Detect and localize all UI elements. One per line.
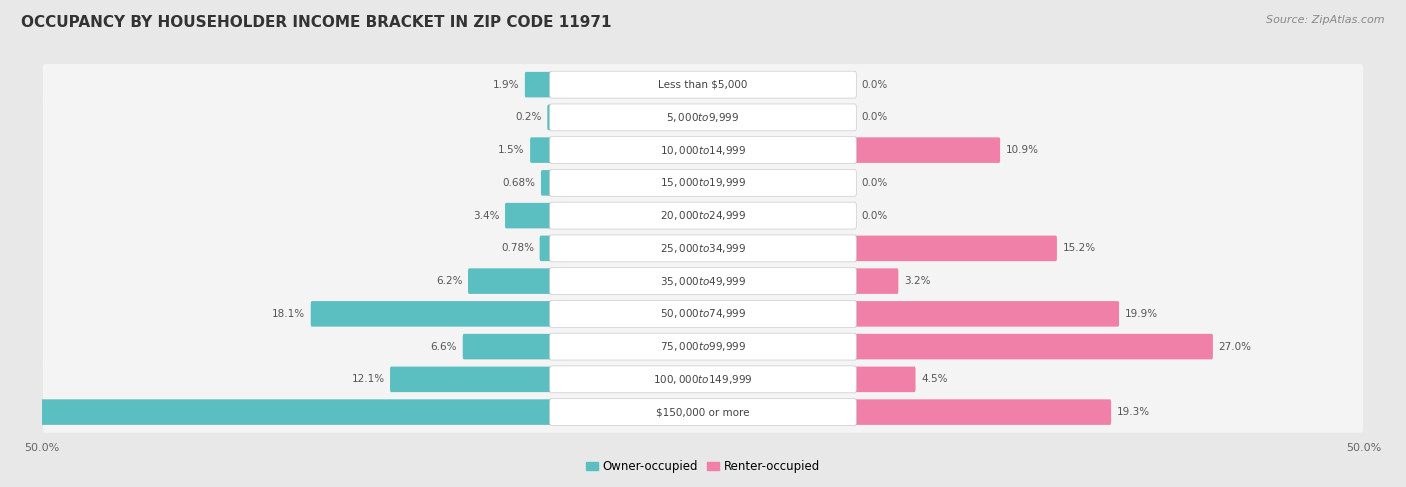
FancyBboxPatch shape [550, 169, 856, 196]
Legend: Owner-occupied, Renter-occupied: Owner-occupied, Renter-occupied [581, 455, 825, 478]
Text: $35,000 to $49,999: $35,000 to $49,999 [659, 275, 747, 288]
FancyBboxPatch shape [853, 399, 1111, 425]
Text: 0.78%: 0.78% [501, 244, 534, 253]
FancyBboxPatch shape [42, 64, 1364, 105]
Text: $50,000 to $74,999: $50,000 to $74,999 [659, 307, 747, 320]
Text: $150,000 or more: $150,000 or more [657, 407, 749, 417]
FancyBboxPatch shape [550, 268, 856, 295]
FancyBboxPatch shape [42, 162, 1364, 204]
FancyBboxPatch shape [524, 72, 553, 97]
FancyBboxPatch shape [550, 71, 856, 98]
FancyBboxPatch shape [550, 104, 856, 131]
Text: 12.1%: 12.1% [352, 375, 384, 384]
FancyBboxPatch shape [42, 392, 1364, 433]
FancyBboxPatch shape [853, 236, 1057, 261]
FancyBboxPatch shape [42, 97, 1364, 138]
Text: 10.9%: 10.9% [1005, 145, 1039, 155]
Text: 0.2%: 0.2% [516, 112, 541, 122]
FancyBboxPatch shape [853, 268, 898, 294]
FancyBboxPatch shape [0, 399, 553, 425]
Text: Less than $5,000: Less than $5,000 [658, 80, 748, 90]
FancyBboxPatch shape [42, 228, 1364, 269]
FancyBboxPatch shape [42, 130, 1364, 171]
Text: $25,000 to $34,999: $25,000 to $34,999 [659, 242, 747, 255]
FancyBboxPatch shape [853, 137, 1000, 163]
FancyBboxPatch shape [547, 105, 553, 130]
Text: 1.9%: 1.9% [492, 80, 519, 90]
Text: OCCUPANCY BY HOUSEHOLDER INCOME BRACKET IN ZIP CODE 11971: OCCUPANCY BY HOUSEHOLDER INCOME BRACKET … [21, 15, 612, 30]
FancyBboxPatch shape [853, 334, 1213, 359]
FancyBboxPatch shape [550, 366, 856, 393]
FancyBboxPatch shape [468, 268, 553, 294]
Text: 19.3%: 19.3% [1116, 407, 1150, 417]
FancyBboxPatch shape [42, 293, 1364, 335]
Text: 4.5%: 4.5% [921, 375, 948, 384]
FancyBboxPatch shape [550, 399, 856, 426]
FancyBboxPatch shape [541, 170, 553, 196]
FancyBboxPatch shape [550, 333, 856, 360]
Text: $10,000 to $14,999: $10,000 to $14,999 [659, 144, 747, 157]
Text: $75,000 to $99,999: $75,000 to $99,999 [659, 340, 747, 353]
Text: 0.68%: 0.68% [502, 178, 536, 188]
Text: 0.0%: 0.0% [862, 80, 887, 90]
FancyBboxPatch shape [389, 367, 553, 392]
FancyBboxPatch shape [42, 261, 1364, 302]
FancyBboxPatch shape [550, 235, 856, 262]
Text: 27.0%: 27.0% [1219, 341, 1251, 352]
FancyBboxPatch shape [42, 359, 1364, 400]
Text: 6.6%: 6.6% [430, 341, 457, 352]
FancyBboxPatch shape [853, 301, 1119, 327]
Text: $15,000 to $19,999: $15,000 to $19,999 [659, 176, 747, 189]
FancyBboxPatch shape [550, 300, 856, 327]
FancyBboxPatch shape [550, 137, 856, 164]
Text: $100,000 to $149,999: $100,000 to $149,999 [654, 373, 752, 386]
FancyBboxPatch shape [530, 137, 553, 163]
FancyBboxPatch shape [505, 203, 553, 228]
Text: Source: ZipAtlas.com: Source: ZipAtlas.com [1267, 15, 1385, 25]
Text: 0.0%: 0.0% [862, 210, 887, 221]
FancyBboxPatch shape [463, 334, 553, 359]
Text: 6.2%: 6.2% [436, 276, 463, 286]
FancyBboxPatch shape [550, 202, 856, 229]
Text: 0.0%: 0.0% [862, 178, 887, 188]
FancyBboxPatch shape [42, 195, 1364, 236]
Text: 3.4%: 3.4% [472, 210, 499, 221]
FancyBboxPatch shape [853, 367, 915, 392]
Text: 1.5%: 1.5% [498, 145, 524, 155]
Text: 19.9%: 19.9% [1125, 309, 1157, 319]
FancyBboxPatch shape [540, 236, 553, 261]
Text: 15.2%: 15.2% [1063, 244, 1095, 253]
Text: 0.0%: 0.0% [862, 112, 887, 122]
Text: $20,000 to $24,999: $20,000 to $24,999 [659, 209, 747, 222]
Text: $5,000 to $9,999: $5,000 to $9,999 [666, 111, 740, 124]
FancyBboxPatch shape [42, 326, 1364, 367]
Text: 3.2%: 3.2% [904, 276, 931, 286]
FancyBboxPatch shape [311, 301, 553, 327]
Text: 18.1%: 18.1% [273, 309, 305, 319]
